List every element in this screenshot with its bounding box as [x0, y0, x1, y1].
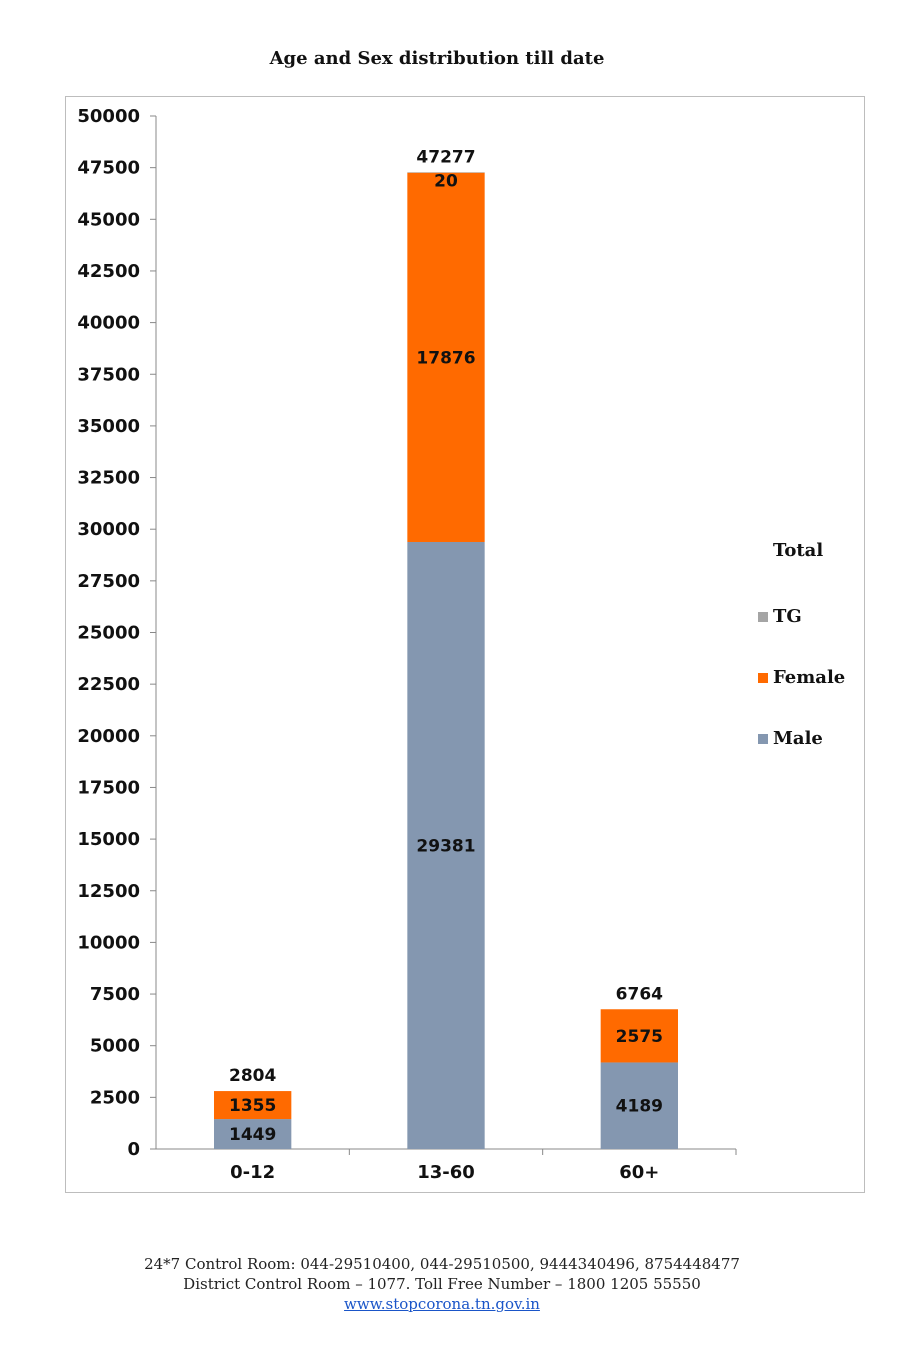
- bar-female-0-12: [214, 1091, 292, 1120]
- data-label-male: 4189: [616, 1097, 663, 1117]
- total-label: 2804: [229, 1066, 276, 1086]
- y-tick-label: 45000: [77, 209, 140, 230]
- y-tick-label: 40000: [77, 313, 140, 334]
- data-label-male: 1449: [229, 1125, 276, 1145]
- data-label-female: 2575: [616, 1027, 663, 1047]
- bar-male-60+: [600, 1062, 678, 1149]
- footer-district-room: District Control Room – 1077. Toll Free …: [183, 1275, 701, 1293]
- y-tick-label: 17500: [77, 777, 140, 798]
- legend-item-male: Male: [758, 728, 823, 749]
- page-footer: 24*7 Control Room: 044-29510400, 044-295…: [0, 1254, 884, 1314]
- bar-female-13-60: [407, 172, 485, 542]
- legend-swatch-female: [758, 672, 768, 683]
- legend-item-tg: TG: [758, 606, 802, 627]
- y-tick-label: 2500: [90, 1087, 140, 1108]
- y-tick-label: 27500: [77, 571, 140, 592]
- y-tick-label: 10000: [77, 932, 140, 953]
- total-label: 6764: [616, 984, 663, 1004]
- y-tick-label: 0: [127, 1139, 140, 1160]
- total-label: 47277: [416, 147, 475, 167]
- data-label-female: 1355: [229, 1096, 276, 1116]
- bar-male-13-60: [407, 541, 485, 1149]
- y-tick-label: 50000: [77, 106, 140, 127]
- y-tick-label: 20000: [77, 726, 140, 747]
- y-tick-label: 35000: [77, 416, 140, 437]
- y-tick-label: 22500: [77, 674, 140, 695]
- chart-frame: [65, 96, 865, 1193]
- legend-title: Total: [773, 540, 824, 561]
- y-tick-label: 30000: [77, 519, 140, 540]
- x-category-label: 60+: [619, 1162, 659, 1183]
- data-label-tg: 20: [434, 171, 458, 191]
- bar-female-60+: [600, 1009, 678, 1063]
- x-category-label: 13-60: [417, 1162, 475, 1183]
- y-tick-label: 5000: [90, 1036, 140, 1057]
- data-label-male: 29381: [416, 836, 475, 856]
- y-tick-label: 12500: [77, 881, 140, 902]
- y-tick-label: 7500: [90, 984, 140, 1005]
- y-tick-label: 32500: [77, 468, 140, 489]
- x-category-label: 0-12: [230, 1162, 275, 1183]
- legend-item-female: Female: [758, 667, 845, 688]
- footer-website-link[interactable]: www.stopcorona.tn.gov.in: [344, 1295, 540, 1313]
- y-tick-label: 25000: [77, 623, 140, 644]
- legend-label-female: Female: [773, 667, 846, 688]
- y-tick-label: 42500: [77, 261, 140, 282]
- y-tick-label: 47500: [77, 158, 140, 179]
- bar-male-0-12: [214, 1119, 292, 1149]
- data-label-female: 17876: [416, 348, 475, 368]
- legend-swatch-tg: [758, 611, 768, 622]
- y-tick-label: 37500: [77, 364, 140, 385]
- legend-swatch-male: [758, 733, 768, 744]
- bar-tg-13-60: [407, 172, 485, 173]
- chart-title: Age and Sex distribution till date: [269, 48, 605, 69]
- y-tick-label: 15000: [77, 829, 140, 850]
- legend-label-tg: TG: [773, 606, 802, 627]
- legend-label-male: Male: [773, 728, 823, 749]
- footer-control-room: 24*7 Control Room: 044-29510400, 044-295…: [144, 1255, 740, 1273]
